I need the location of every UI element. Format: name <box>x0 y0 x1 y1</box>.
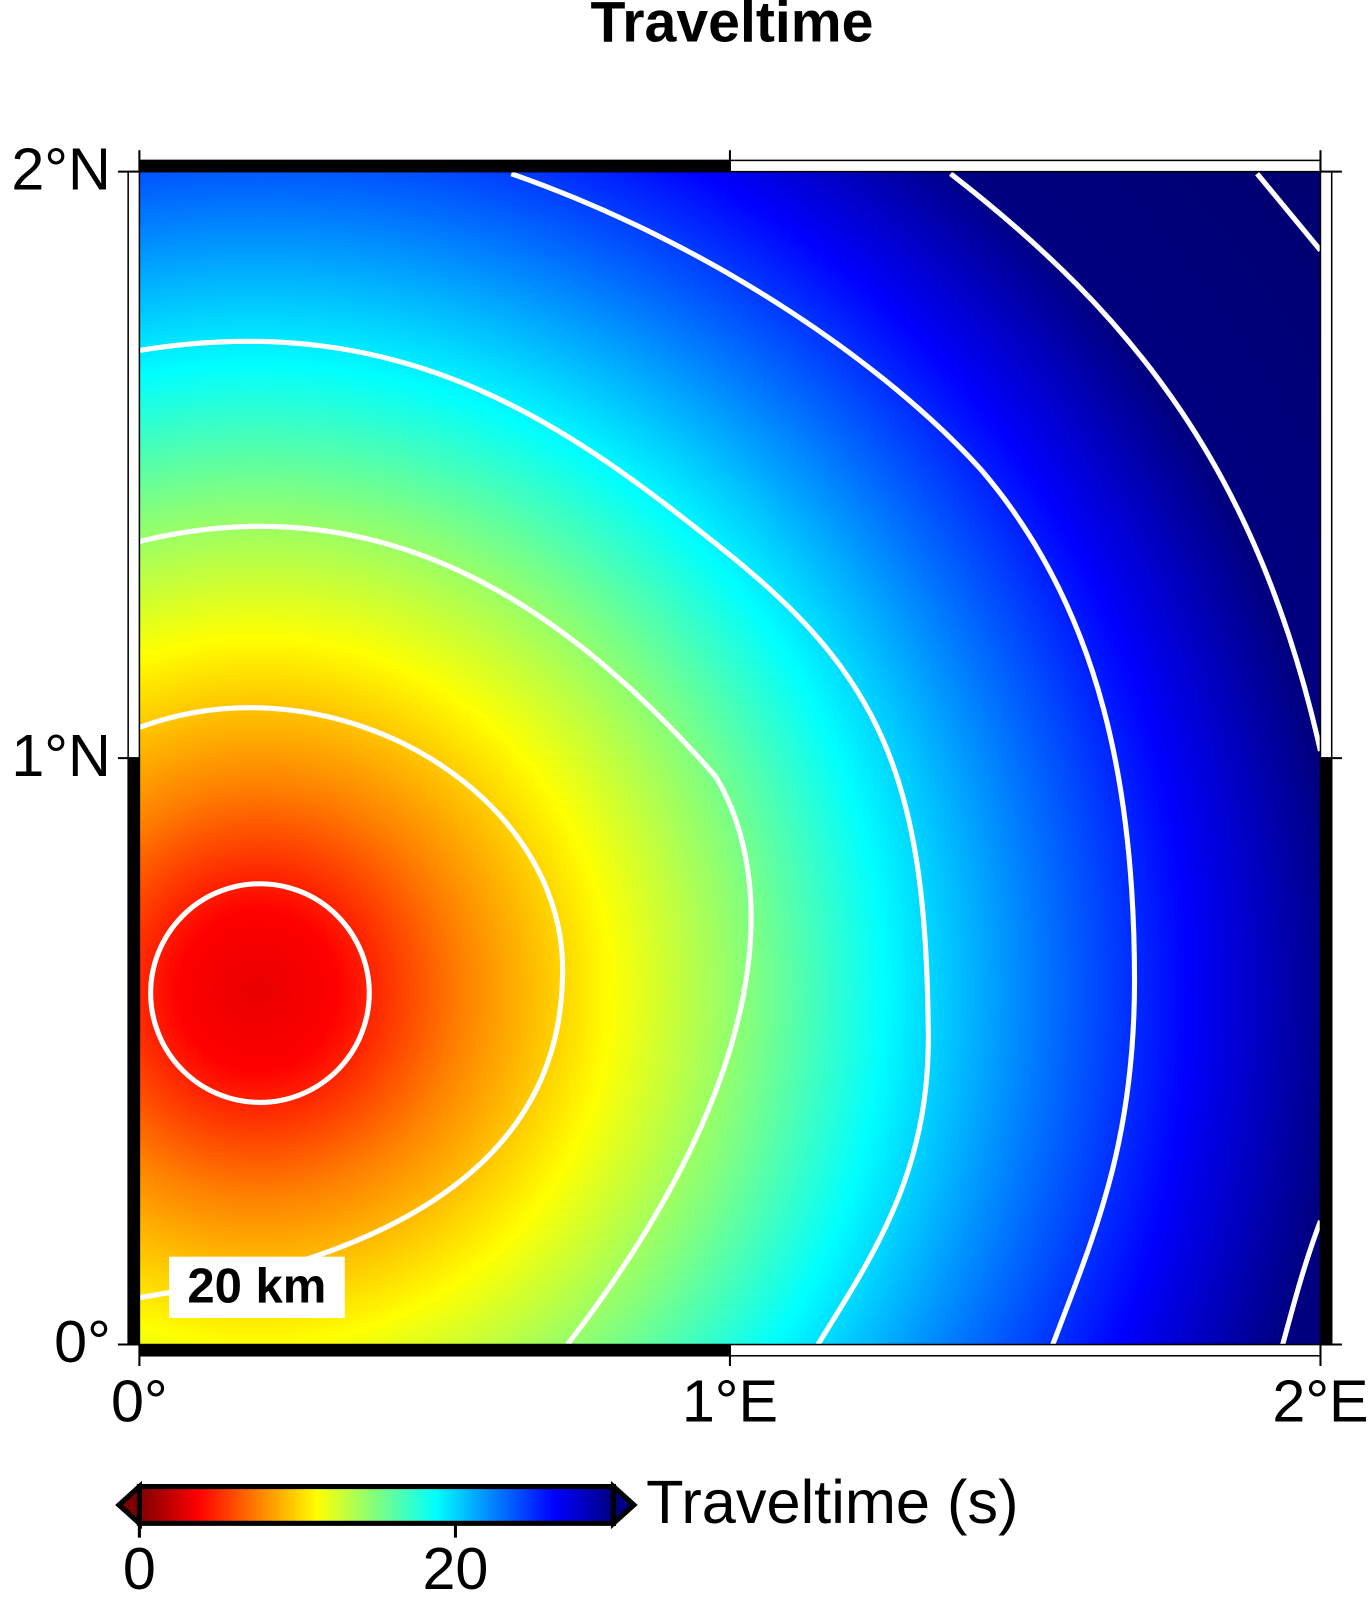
colorbar-tick-label: 20 <box>422 1535 488 1602</box>
y-tick-label: 1°N <box>11 722 110 789</box>
frame-band <box>729 159 1322 173</box>
frame-band <box>127 757 141 1346</box>
annotation-box <box>169 1256 345 1318</box>
contours <box>139 171 1321 1345</box>
frame-band <box>1319 170 1333 759</box>
contour <box>148 881 372 1105</box>
colorbar-high <box>610 1480 638 1530</box>
chart-title: Traveltime <box>590 0 873 55</box>
contour <box>949 171 1321 752</box>
contour <box>139 705 566 1301</box>
y-tick-label: 2°N <box>11 135 110 202</box>
contour <box>139 523 754 1345</box>
y-tick-label: 0° <box>54 1308 111 1375</box>
heatmap <box>139 171 1321 1345</box>
colorbar <box>136 1483 617 1526</box>
contour <box>139 338 931 1345</box>
contour <box>1280 1220 1321 1345</box>
contour <box>510 171 1138 1345</box>
x-tick-label: 0° <box>111 1367 168 1434</box>
contour <box>1255 172 1321 252</box>
frame-band <box>138 159 731 173</box>
colorbar-low <box>115 1480 142 1530</box>
colorbar-label: Traveltime (s) <box>646 1468 1018 1536</box>
colorbar-tick-label: 0 <box>123 1535 156 1602</box>
frame-band <box>1319 757 1333 1346</box>
frame-band <box>127 170 141 759</box>
frame-band <box>138 1343 731 1357</box>
frame-band <box>729 1343 1322 1357</box>
x-tick-label: 2°E <box>1272 1367 1368 1434</box>
x-tick-label: 1°E <box>682 1367 778 1434</box>
annotation: 20 km <box>187 1259 326 1313</box>
